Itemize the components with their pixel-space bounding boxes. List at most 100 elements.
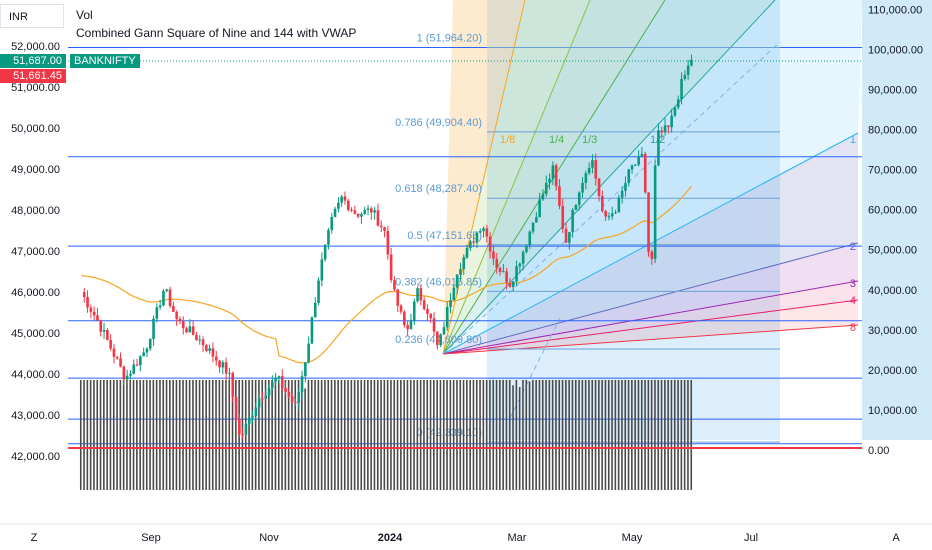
candle-body [442, 327, 446, 335]
volume-bar [297, 380, 300, 490]
volume-bar [235, 380, 237, 490]
volume-bar [515, 380, 518, 490]
candle-body [426, 309, 429, 314]
volume-bar [208, 380, 211, 490]
volume-bar [611, 380, 613, 490]
volume-bar [119, 380, 122, 490]
fan-label-right: 8 [850, 322, 856, 334]
candle-body [261, 398, 264, 400]
volume-bar [370, 380, 372, 490]
left-axis-tick: 50,000.00 [11, 123, 60, 135]
volume-bar [598, 380, 600, 490]
fib-level-label: 0.5 (47,151.65) [407, 230, 482, 242]
volume-bar [423, 380, 425, 490]
volume-bar [508, 380, 511, 490]
candle-body [129, 373, 132, 376]
candle-body [175, 311, 178, 319]
volume-bar [386, 380, 389, 490]
volume-bar [274, 380, 277, 490]
candle-body [201, 339, 205, 346]
left-axis-tick: 47,000.00 [11, 246, 60, 258]
volume-bar [126, 380, 128, 490]
volume-bar [545, 380, 547, 490]
candle-body [650, 251, 654, 259]
candle-body [604, 210, 607, 217]
candle-body [172, 306, 175, 312]
indicator-vol-label[interactable]: Vol [76, 8, 93, 22]
candle-body [340, 196, 343, 203]
fan-label-top: 1/8 [500, 134, 515, 146]
left-axis-tick: 51,000.00 [11, 82, 60, 94]
right-volume-axis[interactable]: 110,000.00 100,000.00 90,000.00 80,000.00 70… [868, 4, 923, 457]
right-axis-tick: 30,000.00 [868, 325, 917, 337]
candle-body [531, 222, 535, 232]
candle-body [224, 362, 228, 374]
auto-scale-icon[interactable]: A [892, 532, 900, 544]
volume-bar [277, 380, 280, 490]
volume-bar [228, 380, 231, 490]
volume-bar [462, 380, 465, 490]
volume-bar [343, 380, 346, 490]
volume-bar [390, 380, 392, 490]
volume-bar [475, 380, 478, 490]
volume-bar [624, 380, 627, 490]
volume-bar [449, 380, 452, 490]
volume-bar [426, 380, 429, 490]
time-axis[interactable]: Sep Nov 2024 Mar May Jul [141, 532, 758, 544]
volume-bar [347, 380, 349, 490]
candle-body [459, 269, 462, 275]
volume-bar [79, 380, 82, 490]
volume-bar [195, 380, 198, 490]
left-price-axis[interactable]: 52,000.00 51,000.00 50,000.00 49,000.00 48,0… [11, 41, 60, 463]
volume-bar [301, 380, 303, 490]
currency-selector[interactable]: INR [0, 4, 64, 28]
candle-body [515, 266, 518, 282]
volume-bar [172, 380, 174, 490]
candle-body [488, 236, 492, 252]
candle-body [535, 217, 538, 223]
right-axis-tick: 70,000.00 [868, 165, 917, 177]
indicator-gann-label[interactable]: Combined Gann Square of Nine and 144 wit… [76, 26, 357, 40]
candle-body [360, 213, 363, 217]
volume-bar [555, 380, 557, 490]
candle-body [663, 125, 667, 133]
volume-bar [446, 380, 448, 490]
candle-body [264, 395, 268, 399]
candle-body [241, 434, 244, 436]
candle-body [577, 192, 581, 205]
candle-body [403, 311, 406, 326]
candle-body [551, 165, 555, 179]
fib-level-label: 0.382 (46,015.85) [395, 276, 482, 288]
zoom-z-icon[interactable]: Z [31, 532, 38, 544]
candle-body [670, 115, 673, 128]
candle-body [257, 398, 261, 408]
volume-bar [248, 380, 250, 490]
volume-bar [604, 380, 607, 490]
fib-level-label: 0.618 (48,287.40) [395, 183, 482, 195]
candle-body [571, 209, 574, 233]
candle-body [492, 251, 495, 259]
volume-bar [324, 380, 326, 490]
volume-bar [518, 387, 521, 490]
candle-body [333, 208, 337, 217]
candle-body [409, 320, 413, 330]
candle-body [544, 182, 548, 195]
volume-bar [291, 380, 293, 490]
left-axis-tick: 45,000.00 [11, 328, 60, 340]
volume-bar [664, 380, 666, 490]
volume-bar [106, 380, 108, 490]
candle-body [505, 271, 508, 283]
candle-body [145, 348, 149, 353]
right-axis-tick: 50,000.00 [868, 245, 917, 257]
candle-body [393, 280, 396, 290]
candle-body [373, 210, 376, 213]
volume-bar [373, 380, 376, 490]
candle-body [181, 321, 185, 329]
candle-body [594, 160, 598, 179]
candle-body [135, 364, 139, 366]
candle-body [429, 313, 433, 319]
candle-body [218, 360, 221, 368]
volume-bar [271, 380, 273, 490]
volume-bar [86, 380, 89, 490]
